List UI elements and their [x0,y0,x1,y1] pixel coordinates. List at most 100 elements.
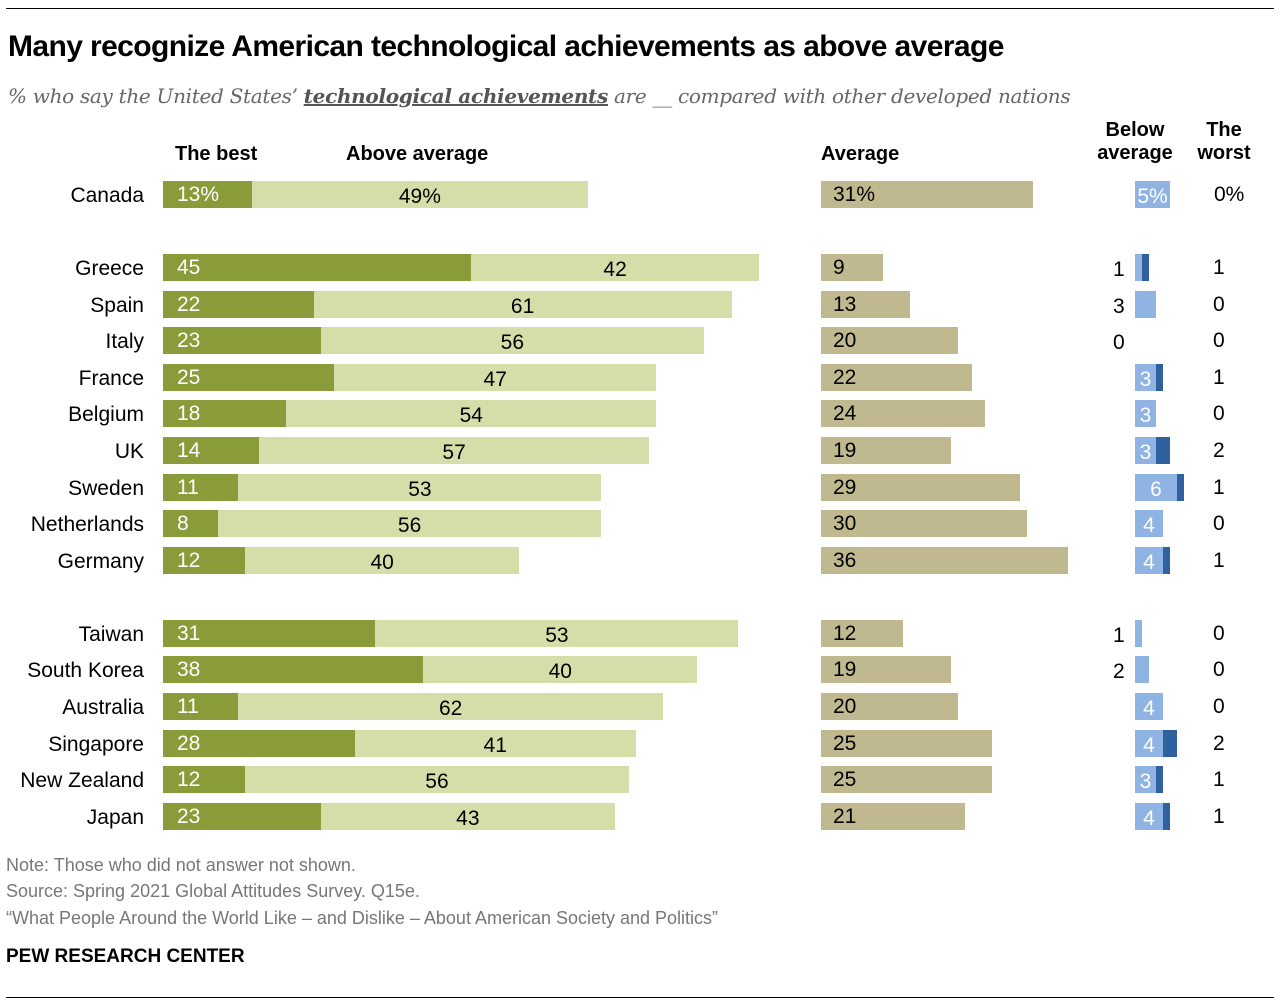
bar-below [1135,656,1149,683]
bar-below [1135,766,1156,793]
bar-worst [1163,803,1170,830]
value-above: 56 [397,514,422,537]
value-best: 45 [177,256,201,279]
value-best: 25 [177,366,201,389]
bar-average [821,474,1020,501]
bar-best [163,254,472,281]
country-label: Belgium [68,403,144,426]
value-best: 31 [177,622,201,645]
value-worst: 0 [1213,622,1225,645]
bar-average [821,400,986,427]
bar-below [1135,803,1163,830]
bar-below [1135,730,1163,757]
value-average: 24 [833,402,857,425]
value-average: 13 [833,293,857,316]
country-label: Japan [86,806,144,829]
bar-worst [1163,730,1177,757]
value-average: 31% [833,183,876,206]
value-average: 19 [833,439,857,462]
bar-average [821,547,1068,574]
value-worst: 1 [1213,256,1225,279]
value-below: 2 [1113,660,1125,683]
value-below: 3 [1139,770,1152,793]
bar-below [1135,547,1163,574]
bar-average [821,291,911,318]
bar-above [252,181,588,208]
value-below: 5% [1137,185,1168,208]
bar-average [821,803,965,830]
value-below: 1 [1113,624,1125,647]
value-best: 23 [177,329,201,352]
chart-title: Many recognize American technological ac… [8,30,1004,63]
country-label: Australia [62,696,144,719]
bar-best [163,181,253,208]
value-worst: 1 [1213,549,1225,572]
bar-average [821,730,993,757]
bar-best [163,291,314,318]
top-rule [6,8,1274,9]
bar-below [1135,400,1156,427]
value-below: 3 [1113,295,1125,318]
header-below: Below average [1097,119,1173,164]
report-title: “What People Around the World Like – and… [6,908,719,928]
value-best: 23 [177,805,201,828]
bar-below [1135,693,1163,720]
bar-above [245,766,629,793]
bar-average [821,693,958,720]
value-above: 42 [603,258,627,281]
bar-average [821,364,972,391]
bar-best [163,400,287,427]
value-average: 22 [833,366,857,389]
subtitle-emphasis: technological achievements [303,84,609,108]
bar-above [375,620,739,647]
value-best: 28 [177,732,201,755]
country-label: New Zealand [20,769,144,792]
country-label: Italy [105,330,144,353]
bar-worst [1142,254,1149,281]
header-average: Average [821,143,900,165]
pew-logo-text: PEW RESEARCH CENTER [6,946,245,967]
value-average: 20 [833,329,857,352]
bar-average [821,437,952,464]
value-worst: 2 [1213,732,1225,755]
bar-best [163,327,321,354]
value-best: 22 [177,293,201,316]
bar-worst [1163,547,1170,574]
value-best: 11 [177,476,199,499]
value-below: 4 [1143,697,1155,720]
value-average: 9 [833,256,845,279]
bar-average [821,656,952,683]
country-label: UK [114,440,144,463]
value-average: 36 [833,549,857,572]
bar-below [1135,437,1156,464]
bar-above [423,656,698,683]
bar-above [238,474,602,501]
value-worst: 2 [1213,439,1225,462]
value-above: 49% [398,185,441,208]
value-worst: 0 [1213,658,1225,681]
bar-below [1135,291,1156,318]
header-above: Above average [346,143,489,165]
value-best: 12 [177,549,201,572]
bar-best [163,364,335,391]
value-below: 3 [1139,368,1152,391]
bar-worst [1156,766,1163,793]
bar-best [163,510,218,537]
bar-worst [1156,437,1170,464]
bottom-rule [6,997,1274,998]
value-average: 25 [833,768,857,791]
bar-above [238,693,664,720]
value-above: 53 [408,478,432,501]
value-worst: 0 [1213,402,1225,425]
country-label: Netherlands [30,513,144,536]
bar-worst [1156,364,1163,391]
value-below: 6 [1150,478,1162,501]
bar-above [320,803,616,830]
value-best: 38 [177,658,201,681]
value-average: 21 [833,805,857,828]
bar-below [1135,510,1163,537]
value-below: 3 [1139,404,1152,427]
value-above: 61 [510,295,535,318]
value-best: 13% [177,183,220,206]
